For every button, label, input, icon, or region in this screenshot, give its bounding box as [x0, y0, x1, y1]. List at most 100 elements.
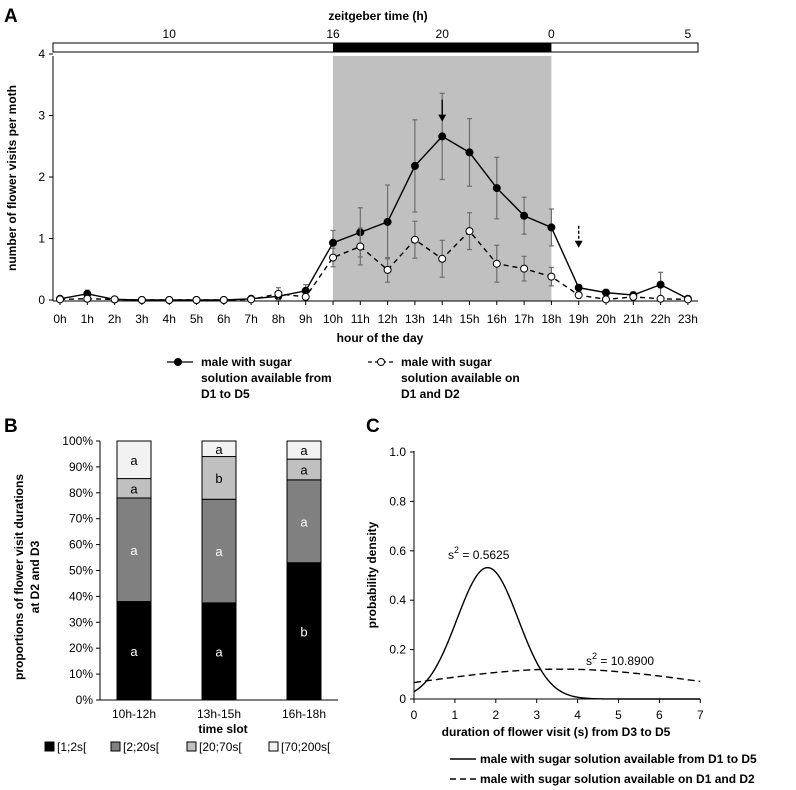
a-data-point	[492, 184, 501, 193]
b-segment-letter: a	[130, 453, 138, 468]
a-x-tick-label: 2h	[108, 312, 121, 326]
b-bar-segment	[116, 601, 152, 701]
c-density-curve-1	[413, 566, 701, 700]
a-x-tick-label: 20h	[596, 312, 616, 326]
c-legend-2: male with sugar solution available on D1…	[480, 772, 755, 786]
a-data-point	[465, 227, 474, 236]
c-y-tick-label: 0.2	[389, 643, 406, 657]
c-x-tick-label: 2	[492, 708, 499, 722]
b-segment-letter: a	[130, 543, 138, 558]
b-segment-letter: b	[300, 624, 307, 639]
a-y-tick-label: 1	[38, 232, 45, 246]
a-data-point	[165, 296, 174, 304]
panel-label-b: B	[4, 416, 18, 437]
a-data-point	[410, 161, 419, 170]
c-legend: male with sugar solution available from …	[450, 752, 757, 786]
a-data-point	[629, 292, 638, 301]
c-x-tick-label: 0	[411, 708, 418, 722]
b-y-tick-label: 50%	[69, 564, 93, 578]
a-data-point	[602, 295, 610, 304]
b-bar-segment	[286, 562, 322, 701]
a-x-tick-label: 18h	[541, 312, 561, 326]
c-x-axis-label: duration of flower visit (s) from D3 to …	[442, 725, 671, 739]
c-y-tick-label: 0.8	[389, 494, 406, 508]
a-legend-2-line3: D1 and D2	[401, 387, 460, 401]
a-data-point	[110, 295, 119, 304]
a-data-point	[356, 242, 365, 251]
a-x-tick-label: 17h	[514, 312, 534, 326]
c-annotation-2: s2 = 10.8900	[586, 651, 654, 668]
a-series-2	[56, 212, 692, 304]
c-x-tick-label: 6	[656, 708, 663, 722]
b-bar-segment	[286, 479, 322, 564]
c-x-tick-label: 7	[697, 708, 704, 722]
b-bar-segment	[201, 602, 237, 701]
panel-label-c: C	[366, 416, 380, 437]
b-segment-letter: a	[130, 644, 138, 659]
a-data-point	[383, 217, 392, 226]
c-x-tick-label: 5	[615, 708, 622, 722]
b-y-tick-label: 90%	[69, 460, 93, 474]
a-x-tick-label: 8h	[272, 312, 285, 326]
b-segment-letter: a	[215, 442, 223, 457]
b-y-tick-label: 60%	[69, 538, 93, 552]
a-y-tick-label: 3	[38, 109, 45, 123]
b-x-tick-label: 13h-15h	[197, 707, 241, 721]
b-bar-segment	[116, 440, 152, 480]
a-data-point	[547, 272, 556, 281]
top-axis-title: zeitgeber time (h)	[328, 9, 427, 23]
a-data-point	[683, 295, 692, 304]
b-y-tick-label: 0%	[76, 693, 94, 707]
b-segment-letter: a	[215, 644, 223, 659]
a-data-point	[438, 132, 447, 141]
a-x-tick-label: 11h	[351, 312, 370, 326]
a-x-tick-label: 6h	[217, 312, 230, 326]
a-data-point	[656, 294, 665, 303]
a-data-point	[602, 288, 610, 297]
a-series-line	[59, 135, 689, 301]
b-segment-letter: b	[215, 471, 222, 486]
a-x-tick-label: 5h	[190, 312, 203, 326]
b-y-tick-label: 100%	[62, 434, 93, 448]
b-legend-swatch	[186, 741, 197, 752]
panel-a: zeitgeber time (h) 10 16 20 0 5 0 1 2 3 4 0h 1h 2h…	[5, 9, 699, 401]
c-legend-1: male with sugar solution available from …	[480, 752, 757, 766]
top-tick-label: 0	[548, 27, 555, 41]
a-data-point	[137, 296, 146, 304]
c-y-tick-label: 0.6	[389, 544, 406, 558]
b-legend-swatch	[268, 741, 279, 752]
a-data-point	[520, 264, 529, 273]
b-bar-segment	[286, 440, 322, 460]
a-x-tick-label: 1h	[81, 312, 94, 326]
a-legend-2-line2: solution available on	[401, 371, 520, 385]
a-data-point	[83, 294, 92, 303]
b-segment-letter: a	[300, 514, 308, 529]
a-x-tick-label: 12h	[378, 312, 398, 326]
b-y-tick-label: 70%	[69, 512, 93, 526]
a-data-point	[438, 254, 447, 263]
panel-b: 0%10%20%30%40%50%60%70%80%90%100% aaaaaa…	[12, 434, 338, 754]
b-segment-letter: a	[300, 443, 308, 458]
a-data-point	[492, 259, 501, 268]
b-bar-segment	[201, 440, 237, 458]
a-data-point	[329, 253, 337, 262]
a-x-tick-label: 3h	[135, 312, 148, 326]
panel-label-a: A	[4, 6, 18, 27]
panel-c: 0 0.2 0.4 0.6 0.8 1.0 0 1 2 3 4 5 6 7 probability de…	[365, 445, 757, 786]
a-data-point	[547, 223, 556, 232]
c-annotation-1: s2 = 0.5625	[448, 545, 510, 562]
c-x-tick-label: 4	[574, 708, 581, 722]
a-x-tick-label: 10h	[323, 312, 343, 326]
a-y-tick-label: 0	[38, 293, 45, 307]
a-legend: male with sugar solution available from …	[167, 355, 520, 401]
a-data-point	[56, 295, 64, 304]
b-x-tick-label: 10h-12h	[112, 707, 156, 721]
top-tick-label: 16	[326, 27, 340, 41]
top-tick-label: 10	[163, 27, 177, 41]
top-tick-label: 20	[436, 27, 450, 41]
top-tick-label: 5	[685, 27, 692, 41]
a-y-axis-label: number of flower visits per moth	[5, 85, 19, 271]
a-y-tick-label: 2	[38, 170, 45, 184]
a-x-tick-label: 14h	[432, 312, 452, 326]
a-legend-2-line1: male with sugar	[401, 355, 492, 369]
